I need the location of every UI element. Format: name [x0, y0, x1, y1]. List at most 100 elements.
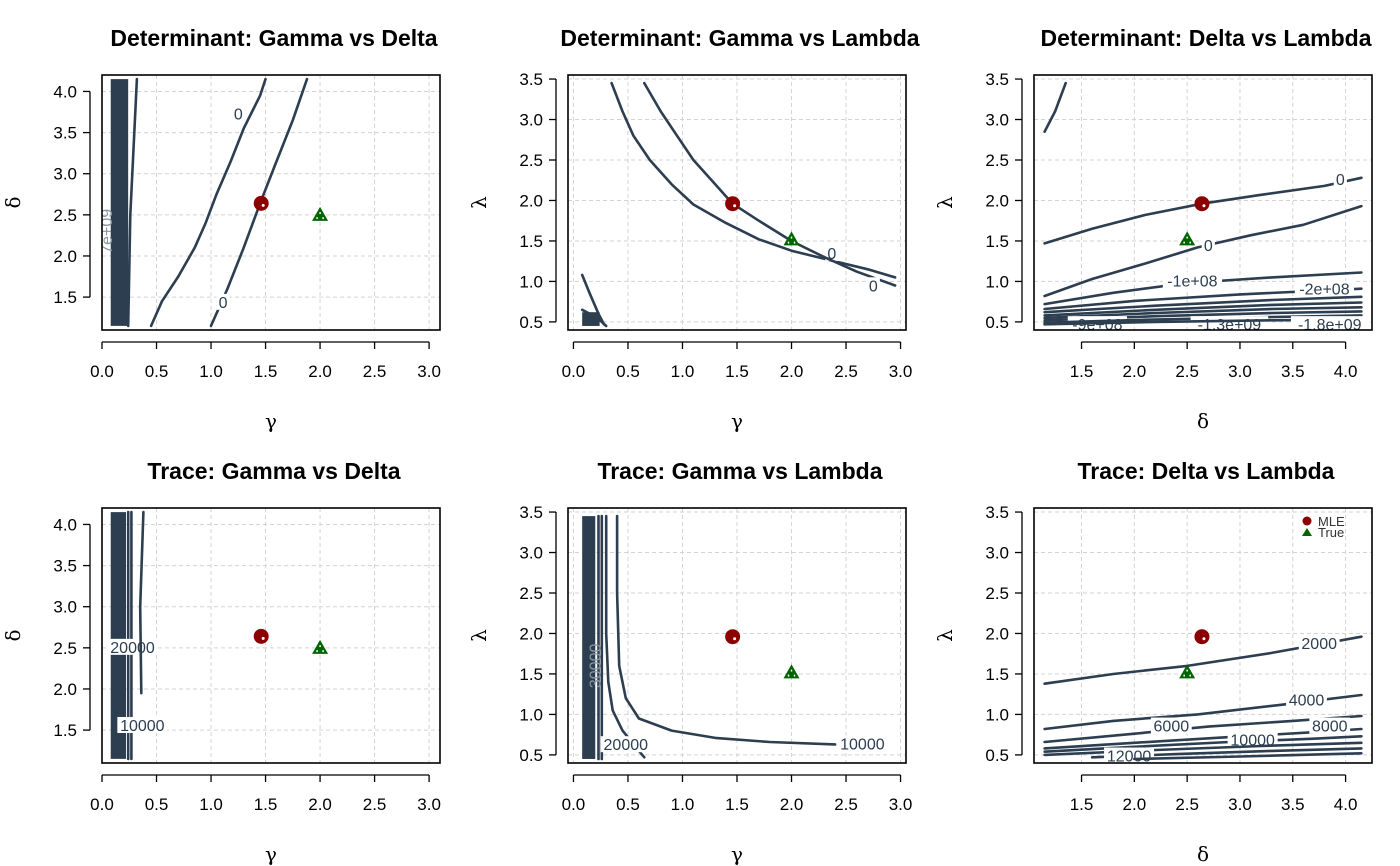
- contour-label: 20000: [110, 640, 155, 657]
- x-tick-label: 1.5: [725, 362, 749, 381]
- contour-label-bg: [600, 736, 651, 753]
- mle-point: [725, 629, 741, 645]
- mle-point: [253, 628, 269, 644]
- x-tick-label: 0.5: [616, 795, 640, 814]
- mle-point: [1194, 629, 1210, 645]
- contour-label: 0: [869, 278, 878, 295]
- y-tick-label: 3.0: [519, 544, 543, 563]
- contour-label: 0: [1336, 172, 1345, 189]
- y-tick-label: 2.0: [519, 624, 543, 643]
- plot-frame: [1033, 74, 1373, 331]
- x-tick-label: 2.0: [780, 362, 804, 381]
- chart-svg: Determinant: Delta vs Lambda 0 0 -1e+08 -2e+…: [933, 25, 1373, 433]
- y-tick-label: 3.5: [985, 503, 1009, 522]
- contour-label-bg: [1286, 691, 1327, 708]
- contour-label-bg: [1201, 236, 1215, 253]
- y-tick-label: 0.5: [985, 746, 1009, 765]
- contour-line: [138, 510, 145, 695]
- y-tick-label: 3.0: [985, 544, 1009, 563]
- y-axis-label: λ: [933, 196, 957, 209]
- contour-label: -1.8e+09: [1298, 317, 1362, 334]
- x-tick-label: 2.5: [363, 362, 387, 381]
- mle-point-highlight: [733, 204, 737, 208]
- band-label: 7e+09: [99, 209, 116, 254]
- y-axis-label: λ: [933, 629, 957, 642]
- true-point-dots: [787, 669, 796, 677]
- y-axis-label: δ: [1, 196, 25, 208]
- plot-frame: [1033, 507, 1373, 764]
- contour-label: 0: [234, 106, 243, 123]
- contour-label-bg: [1333, 171, 1347, 188]
- y-tick-label: 2.0: [53, 680, 77, 699]
- plot-frame: [567, 507, 907, 764]
- y-tick-label: 2.0: [53, 247, 77, 266]
- contour-label: 4000: [1289, 693, 1325, 710]
- mle-point-highlight: [261, 203, 265, 207]
- x-tick-label: 3.0: [417, 795, 441, 814]
- y-tick-label: 1.0: [519, 272, 543, 291]
- y-tick-label: 3.5: [519, 70, 543, 89]
- x-tick-label: 1.5: [254, 795, 278, 814]
- y-tick-label: 2.0: [519, 191, 543, 210]
- y-tick-label: 2.0: [985, 191, 1009, 210]
- chart-svg: Trace: Gamma vs Lambda 20000 10000 30000 0.0…: [467, 458, 912, 866]
- chart-panel-5: Trace: Gamma vs Lambda 20000 10000 30000 0.0…: [466, 433, 932, 866]
- contour-line: [643, 81, 897, 287]
- chart-title: Trace: Delta vs Lambda: [1078, 458, 1335, 484]
- contour-label-bg: [231, 105, 245, 122]
- x-tick-label: 1.5: [254, 362, 278, 381]
- true-point-dots: [316, 212, 324, 220]
- x-tick-label: 2.5: [834, 795, 858, 814]
- legend-mle-marker: [1302, 516, 1312, 526]
- mle-point: [1194, 196, 1210, 212]
- x-axis-label: δ: [1197, 842, 1209, 866]
- contour-label-bg: [837, 735, 888, 752]
- y-tick-label: 1.0: [985, 272, 1009, 291]
- contour-label-bg: [866, 277, 880, 294]
- x-tick-label: 0.5: [145, 795, 169, 814]
- band-label: 30000: [588, 644, 605, 689]
- contour-line: [149, 77, 267, 328]
- y-tick-label: 2.5: [985, 151, 1009, 170]
- contour-label: 0: [1204, 238, 1213, 255]
- x-tick-label: 1.0: [199, 362, 223, 381]
- contour-label-bg: [1309, 717, 1351, 734]
- y-tick-label: 1.0: [985, 705, 1009, 724]
- true-point-dots: [1183, 669, 1191, 677]
- contour-label-bg: [1290, 316, 1369, 330]
- x-tick-label: 2.5: [363, 795, 387, 814]
- contour-line: [610, 81, 897, 279]
- y-tick-label: 3.5: [53, 557, 77, 576]
- y-tick-label: 2.5: [53, 206, 77, 225]
- contour-label: -2e+08: [1299, 282, 1349, 299]
- contour-label-bg: [1227, 731, 1278, 748]
- contour-label: 2000: [1301, 636, 1337, 653]
- true-point-dots: [1183, 236, 1191, 244]
- contour-label: 8000: [1312, 719, 1348, 736]
- x-tick-label: 3.0: [417, 362, 441, 381]
- y-axis-label: λ: [467, 196, 491, 209]
- chart-panel-6: Trace: Delta vs Lambda 2000 4000 6000 8000 10…: [932, 433, 1398, 866]
- x-tick-label: 0.5: [145, 362, 169, 381]
- contour-label: 20000: [604, 737, 649, 754]
- contour-line: [1043, 741, 1363, 757]
- x-tick-label: 1.5: [725, 795, 749, 814]
- x-tick-label: 2.0: [308, 362, 332, 381]
- y-tick-label: 3.5: [53, 124, 77, 143]
- y-axis-label: λ: [467, 629, 491, 642]
- x-tick-label: 3.0: [1228, 362, 1252, 381]
- contour-line: [1043, 306, 1363, 320]
- x-tick-label: 3.5: [1281, 362, 1305, 381]
- x-tick-label: 2.0: [308, 795, 332, 814]
- y-tick-label: 1.5: [985, 665, 1009, 684]
- y-tick-label: 3.0: [53, 165, 77, 184]
- x-tick-label: 0.0: [90, 795, 114, 814]
- x-tick-label: 1.0: [199, 795, 223, 814]
- x-tick-label: 2.5: [1175, 795, 1199, 814]
- y-tick-label: 1.5: [985, 232, 1009, 251]
- mle-point-highlight: [1202, 637, 1206, 641]
- y-axis-label: δ: [1, 629, 25, 641]
- chart-title: Trace: Gamma vs Delta: [147, 458, 400, 484]
- contour-line: [580, 308, 608, 328]
